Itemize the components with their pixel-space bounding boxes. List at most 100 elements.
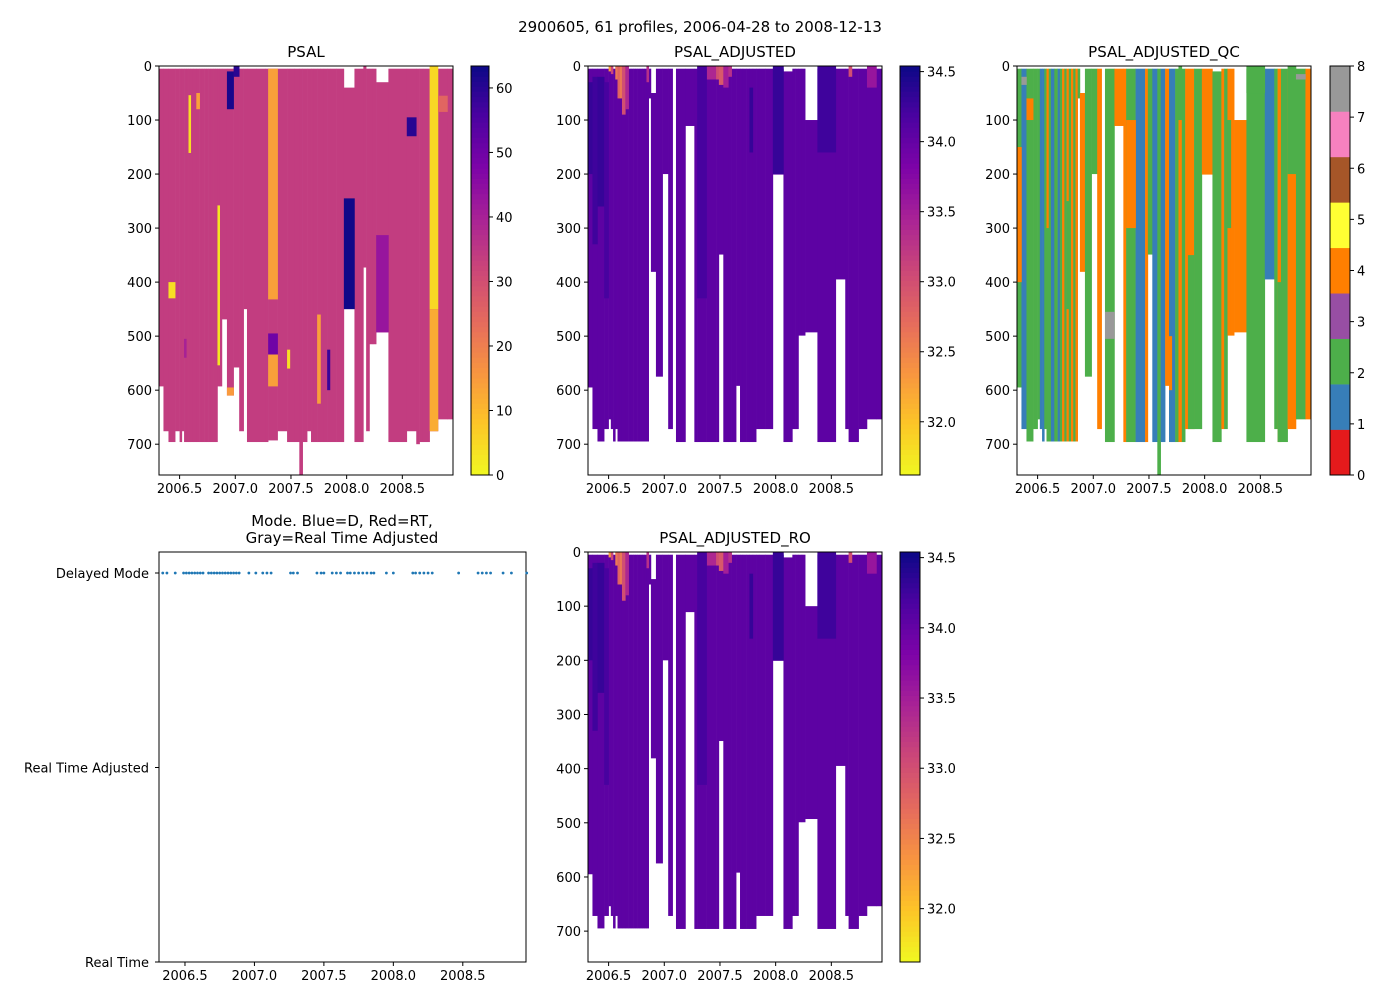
- profile-column: [226, 68, 234, 396]
- profile-column: [388, 68, 408, 443]
- profile-column: [1126, 68, 1136, 443]
- colorbar-segment: [900, 659, 920, 666]
- profile-column: [313, 68, 318, 443]
- profile-cell: [406, 117, 417, 137]
- colorbar-segment: [471, 388, 489, 394]
- mode-point: [346, 571, 349, 575]
- colorbar-segment: [471, 66, 489, 72]
- mode-point: [261, 571, 265, 575]
- profile-column: [1071, 68, 1074, 442]
- profile-column: [372, 68, 377, 345]
- colorbar-segment: [900, 204, 920, 210]
- x-tick-label: 2007.5: [1126, 482, 1172, 497]
- colorbar-segment: [900, 680, 920, 686]
- profile-column: [675, 554, 686, 929]
- profile-column: [188, 68, 192, 443]
- y-tick-label: 0: [573, 60, 581, 75]
- y-tick-label: 400: [985, 276, 1010, 291]
- x-tick-label: 2007.5: [697, 969, 743, 984]
- colorbar-segment: [900, 101, 920, 108]
- x-tick-label: 2007.0: [642, 482, 688, 497]
- colorbar-segment: [900, 418, 920, 425]
- colorbar-segment: [471, 285, 489, 292]
- colorbar-tick-label: 34.0: [927, 622, 956, 637]
- colorbar-segment: [471, 260, 489, 266]
- profile-column: [608, 554, 612, 907]
- colorbar-segment: [900, 301, 920, 307]
- axes-frame: [587, 551, 883, 963]
- profile-column: [675, 68, 686, 443]
- profile-column: [610, 68, 614, 430]
- heatmap-psal_adjusted_ro: [588, 552, 883, 929]
- colorbar-tick-label: 30: [496, 275, 513, 290]
- colorbar-segment: [471, 439, 489, 445]
- colorbar-segment: [900, 577, 920, 584]
- profile-column: [199, 68, 203, 443]
- colorbar-segment: [471, 321, 489, 328]
- profile-column: [765, 554, 774, 916]
- profile-cell: [268, 333, 278, 355]
- colorbar-segment: [471, 418, 489, 425]
- profile-cell: [597, 562, 605, 693]
- profile-cell: [716, 552, 720, 566]
- colorbar-segment: [900, 275, 920, 282]
- colorbar-segment: [900, 96, 920, 103]
- x-tick-label: 2008.0: [324, 482, 370, 497]
- colorbar-segment: [900, 690, 920, 696]
- colorbar-segment: [900, 726, 920, 732]
- colorbar-segment: [900, 362, 920, 369]
- mode-point: [198, 571, 202, 575]
- colorbar-segment: [900, 81, 920, 87]
- colorbar-tick-label: 32.5: [927, 832, 956, 847]
- profile-column: [1221, 68, 1225, 430]
- profile-cell: [196, 93, 200, 110]
- profile-column: [1246, 68, 1266, 443]
- colorbar-segment: [900, 413, 920, 420]
- profile-cell: [287, 349, 291, 369]
- mode-point: [296, 571, 299, 575]
- colorbar-segment: [900, 183, 920, 190]
- y-tick-label: 0: [1002, 60, 1010, 75]
- profile-column: [1181, 68, 1186, 443]
- profile-column: [204, 68, 207, 443]
- colorbar-segment: [471, 137, 489, 144]
- profile-column: [1230, 68, 1235, 336]
- profile-cell: [723, 66, 729, 88]
- profile-cell: [376, 235, 389, 333]
- mode-point: [315, 571, 319, 575]
- mode-x-tick-label: 2007.0: [232, 969, 278, 984]
- colorbar-tick-label: 33.5: [927, 206, 956, 221]
- colorbar-tick-label: 34.5: [927, 552, 956, 567]
- colorbar-segment: [900, 91, 920, 98]
- colorbar-segment: [900, 439, 920, 445]
- colorbar-segment: [471, 444, 489, 450]
- colorbar-tick-label: 34.5: [927, 66, 956, 81]
- profile-column: [1048, 68, 1052, 442]
- colorbar-segment: [471, 428, 489, 435]
- profile-column: [363, 66, 367, 268]
- colorbar-segment: [900, 377, 920, 384]
- colorbar-segment: [900, 792, 920, 799]
- profile-column: [783, 557, 793, 929]
- profile-column: [1084, 68, 1092, 377]
- colorbar-segment: [900, 757, 920, 763]
- colorbar-segment: [1330, 384, 1350, 430]
- colorbar-segment: [900, 695, 920, 702]
- y-tick-label: 500: [556, 330, 581, 345]
- colorbar-segment: [900, 623, 920, 630]
- colorbar-segment: [900, 449, 920, 455]
- profile-column: [419, 68, 424, 443]
- mode-point: [372, 571, 376, 575]
- profile-column: [1171, 68, 1176, 443]
- colorbar-segment: [900, 572, 920, 579]
- colorbar-tick-label: 34.0: [927, 136, 956, 151]
- colorbar-segment: [900, 890, 920, 896]
- profile-cell: [817, 66, 837, 153]
- profile-column: [1305, 68, 1312, 420]
- colorbar-tick-label: 2: [1357, 367, 1365, 382]
- colorbar-segment: [900, 936, 920, 942]
- mode-point: [193, 571, 197, 575]
- profile-cell: [608, 552, 612, 558]
- panel-title-psal-adjusted: PSAL_ADJUSTED: [674, 43, 796, 62]
